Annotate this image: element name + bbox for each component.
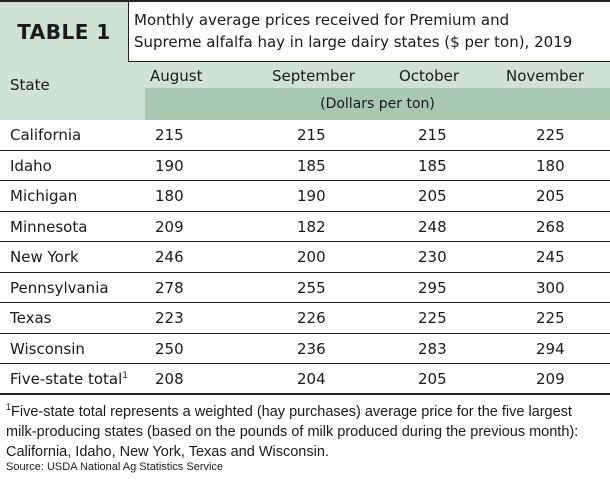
state-cell: Five-state total1 [10,370,128,388]
month-header-november: November [506,67,585,85]
state-cell: Michigan [10,187,77,205]
price-cell: 283 [418,339,447,358]
price-cell: 236 [297,339,326,358]
price-cell: 215 [155,126,184,144]
price-cell: 255 [297,278,326,297]
price-cell: 225 [418,309,447,327]
state-name: Michigan [10,187,78,205]
state-name: Five-state total [10,370,123,388]
column-header: State August September October November … [0,62,610,120]
table-body: California 215 215 215 225 Idaho 190 185 185 180 M… [0,120,610,395]
table-row: Michigan 180 190 205 205 [0,181,610,212]
price-cell: 204 [297,370,326,388]
price-cell: 215 [297,126,326,144]
state-name: Wisconsin [10,339,85,358]
price-cell: 208 [155,370,184,388]
price-cell: 209 [155,217,184,236]
title-line-2: Supreme alfalfa hay in large dairy state… [134,33,573,51]
price-cell: 180 [155,187,184,205]
price-cell: 225 [536,309,565,327]
state-column-header: State [10,76,50,94]
state-name: New York [10,248,79,266]
state-name: Idaho [10,156,52,175]
price-cell: 205 [418,370,447,388]
state-name: California [10,126,82,144]
table-number: TABLE 1 [0,2,129,62]
title-line-1: Monthly average prices received for Prem… [134,11,510,29]
state-cell: California [10,126,81,144]
price-cell: 246 [155,248,184,266]
month-header-september: September [272,67,355,85]
price-cell: 223 [155,309,184,327]
table-row: Wisconsin 250 236 283 294 [0,334,610,364]
price-cell: 185 [418,156,447,175]
state-name: Minnesota [10,217,88,236]
state-name: Texas [10,309,52,327]
table-row: Texas 223 226 225 225 [0,303,610,334]
footnote-marker: 1 [6,402,12,412]
table-row: California 215 215 215 225 [0,120,610,151]
price-cell: 278 [155,278,184,297]
price-cell: 182 [297,217,326,236]
price-cell: 225 [536,126,565,144]
table-title: Monthly average prices received for Prem… [134,9,604,53]
price-cell: 294 [536,339,565,358]
month-header-august: August [150,67,203,85]
price-cell: 295 [418,278,447,297]
price-cell: 250 [155,339,184,358]
month-header-october: October [399,67,460,85]
price-cell: 226 [297,309,326,327]
table-row: New York 246 200 230 245 [0,242,610,273]
price-cell: 230 [418,248,447,266]
table-row: Five-state total1 208 204 205 209 [0,364,610,395]
state-cell: New York [10,248,79,266]
table-heading: TABLE 1 Monthly average prices received … [0,0,610,62]
state-cell: Minnesota [10,218,87,236]
unit-label: (Dollars per ton) [145,88,610,120]
price-cell: 180 [536,156,565,175]
price-cell: 215 [418,126,447,144]
price-cell: 200 [297,248,326,266]
source-note: Source: USDA National Ag Statistics Serv… [6,461,224,473]
price-cell: 205 [418,187,447,205]
price-cell: 205 [536,187,565,205]
price-cell: 185 [297,156,326,175]
price-cell: 245 [536,248,565,266]
price-cell: 248 [418,217,447,236]
price-cell: 209 [536,370,565,388]
table-row: Minnesota 209 182 248 268 [0,212,610,242]
price-cell: 268 [536,217,565,236]
table-row: Pennsylvania 278 255 295 300 [0,273,610,303]
price-cell: 190 [297,187,326,205]
state-cell: Texas [10,309,51,327]
state-cell: Pennsylvania [10,279,109,297]
price-cell: 300 [536,278,565,297]
footnote-ref: 1 [122,371,129,381]
state-name: Pennsylvania [10,278,109,297]
state-cell: Wisconsin [10,340,85,358]
table-row: Idaho 190 185 185 180 [0,151,610,181]
footnote: 1Five-state total represents a weighted … [6,397,606,462]
price-cell: 190 [155,156,184,175]
state-cell: Idaho [10,157,52,175]
footnote-text: Five-state total represents a weighted (… [6,403,579,460]
